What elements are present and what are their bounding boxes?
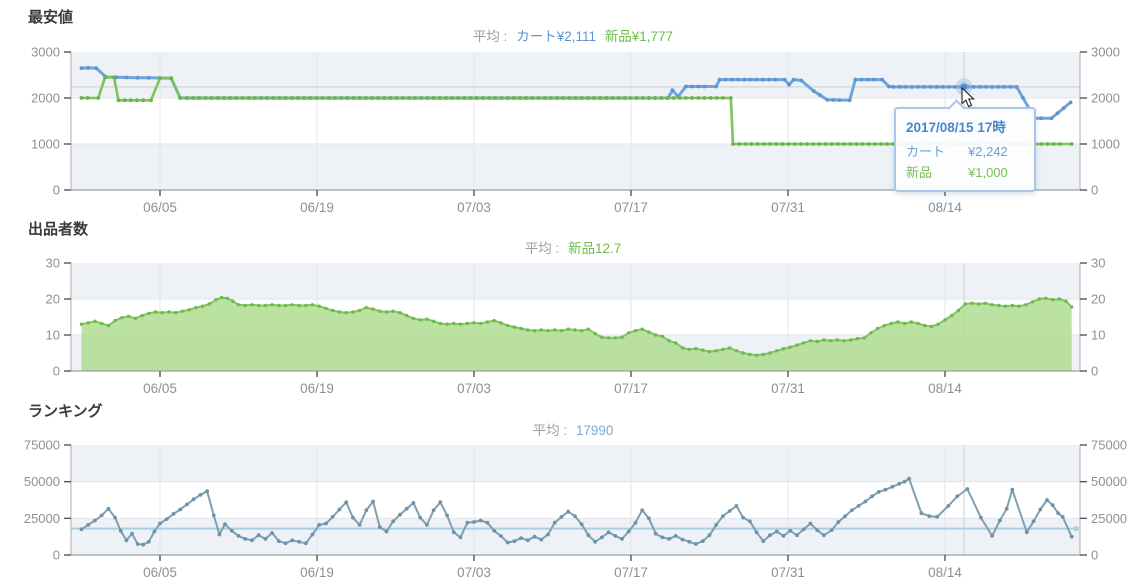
- svg-text:07/31: 07/31: [771, 381, 805, 396]
- chart-1-layer: 0 0 10 10 20 20 30 30 06/05 06/19 07/03 07/17 07/31 0…: [46, 256, 1106, 397]
- chart-title-seller-count: 出品者数: [28, 221, 89, 238]
- svg-text:20: 20: [1091, 292, 1105, 307]
- tooltip-cart-label: カート: [906, 144, 946, 159]
- svg-text:0: 0: [53, 183, 60, 198]
- svg-text:0: 0: [1091, 183, 1098, 198]
- svg-text:75000: 75000: [1091, 438, 1127, 453]
- chart-title-lowest-price: 最安値: [28, 9, 74, 26]
- chart-2-layer: 0 0 25000 25000 50000 50000 75000 75000 06/05 06/…: [24, 438, 1127, 577]
- mouse-cursor-icon: [961, 87, 975, 108]
- svg-text:3000: 3000: [31, 45, 60, 60]
- average-label-price: 平均 : カート¥2,111 新品¥1,777: [71, 25, 1080, 45]
- chart-title-ranking: ランキング: [28, 403, 103, 420]
- svg-text:06/19: 06/19: [300, 200, 334, 215]
- svg-text:06/19: 06/19: [300, 381, 334, 396]
- average-prefix: 平均 :: [524, 241, 560, 256]
- svg-text:07/03: 07/03: [457, 565, 491, 577]
- svg-text:07/17: 07/17: [614, 200, 648, 215]
- average-ranking-value: 17990: [575, 423, 614, 438]
- average-label-sellers: 平均 : 新品12.7: [71, 237, 1080, 257]
- svg-text:1000: 1000: [1091, 137, 1120, 152]
- svg-text:25000: 25000: [24, 511, 60, 526]
- svg-text:06/05: 06/05: [143, 565, 177, 577]
- tooltip-new-value: ¥1,000: [968, 165, 1008, 180]
- svg-text:07/31: 07/31: [771, 565, 805, 577]
- svg-text:2000: 2000: [31, 91, 60, 106]
- tooltip-new-label: 新品: [906, 165, 933, 180]
- average-new-sellers: 新品12.7: [568, 241, 622, 256]
- svg-text:06/19: 06/19: [300, 565, 334, 577]
- svg-text:07/03: 07/03: [457, 200, 491, 215]
- svg-text:07/31: 07/31: [771, 200, 805, 215]
- svg-text:0: 0: [53, 548, 60, 563]
- hover-tooltip: 2017/08/15 17時 カート ¥2,242 新品 ¥1,000: [894, 99, 1036, 192]
- svg-text:08/14: 08/14: [928, 200, 962, 215]
- svg-text:25000: 25000: [1091, 511, 1127, 526]
- svg-text:10: 10: [46, 328, 60, 343]
- svg-text:07/03: 07/03: [457, 381, 491, 396]
- svg-text:08/14: 08/14: [928, 565, 962, 577]
- average-cart-price: カート¥2,111: [516, 29, 596, 44]
- svg-text:2000: 2000: [1091, 91, 1120, 106]
- tooltip-date: 2017/08/15 17時: [906, 120, 1006, 135]
- svg-text:0: 0: [1091, 364, 1098, 379]
- svg-text:06/05: 06/05: [143, 200, 177, 215]
- svg-text:30: 30: [46, 256, 60, 271]
- svg-text:0: 0: [1091, 548, 1098, 563]
- average-new-price: 新品¥1,777: [604, 29, 674, 44]
- svg-text:3000: 3000: [1091, 45, 1120, 60]
- svg-text:50000: 50000: [1091, 474, 1127, 489]
- svg-text:30: 30: [1091, 256, 1105, 271]
- svg-text:06/05: 06/05: [143, 381, 177, 396]
- svg-text:07/17: 07/17: [614, 565, 648, 577]
- svg-text:1000: 1000: [31, 137, 60, 152]
- svg-text:07/17: 07/17: [614, 381, 648, 396]
- svg-text:75000: 75000: [24, 438, 60, 453]
- svg-text:50000: 50000: [24, 474, 60, 489]
- svg-text:10: 10: [1091, 328, 1105, 343]
- tooltip-cart-value: ¥2,242: [968, 144, 1008, 159]
- chart-1-plot-hover-region[interactable]: [71, 263, 1080, 371]
- svg-text:08/14: 08/14: [928, 381, 962, 396]
- average-label-ranking: 平均 : 17990: [71, 419, 1080, 439]
- tooltip-new-row: 新品 ¥1,000: [906, 162, 1024, 183]
- tooltip-cart-row: カート ¥2,242: [906, 141, 1024, 162]
- average-prefix: 平均 :: [532, 423, 568, 438]
- svg-text:20: 20: [46, 292, 60, 307]
- chart-2-plot-hover-region[interactable]: [71, 445, 1080, 555]
- average-prefix: 平均 :: [472, 29, 508, 44]
- svg-text:0: 0: [53, 364, 60, 379]
